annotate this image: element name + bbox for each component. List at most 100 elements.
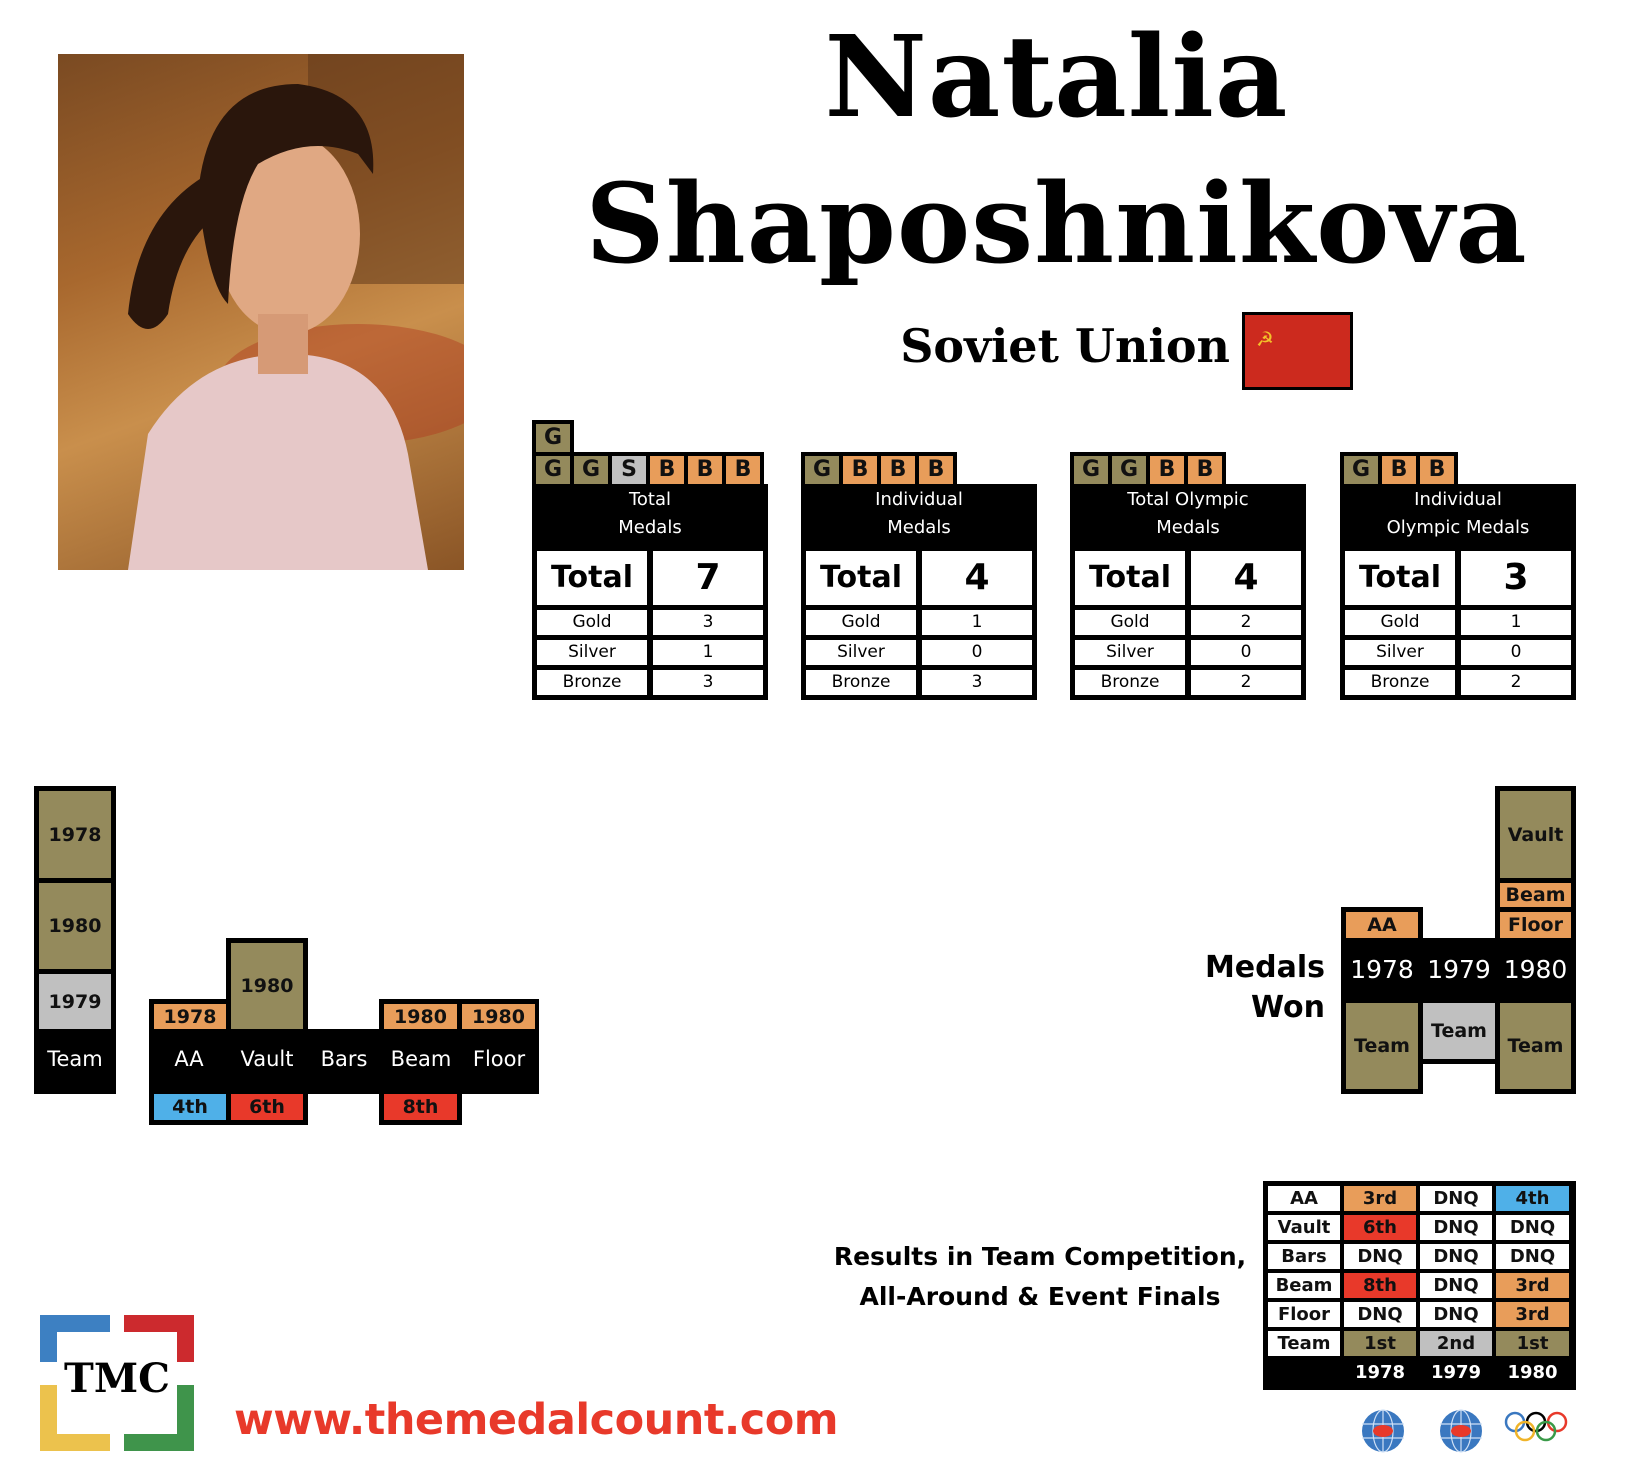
year-1980: 1980 [1503,955,1568,984]
results-cell: DNQ [1496,1244,1569,1269]
medal-tile: B [843,456,877,484]
results-event-label: Team [1268,1331,1340,1356]
medal-box: G G B B Total Olympic Medals Total 4 Gold 2 Silver… [1070,452,1306,700]
medal-box: G B B Individual Olympic Medals Total 3 Gold 1 Si… [1340,452,1576,700]
medal-count-value: 1 [653,640,763,665]
athlete-photo [58,54,464,570]
medal-count-value: 2 [1461,670,1571,695]
medal-type-label: Silver [806,640,916,665]
medal-box-title-line2: Medals [1156,517,1220,538]
medal-type-label: Bronze [806,670,916,695]
medal-type-label: Gold [806,610,916,635]
results-cell: DNQ [1420,1273,1492,1298]
medal-box-body: Total Medals Total 7 Gold 3 Silver 1 Bronze 3 [532,484,768,700]
results-cell: DNQ [1344,1244,1416,1269]
medal-count-row: Silver 0 [1075,640,1301,665]
floor-bronze-year: 1980 [462,1004,535,1029]
medal-box-body: Total Olympic Medals Total 4 Gold 2 Silver 0 Bro… [1070,484,1306,700]
medal-tile: G [805,456,839,484]
medal-tile: G [574,456,608,484]
medal-team-1978: Team [1346,1003,1418,1089]
results-cell: 1st [1344,1331,1416,1356]
medal-count-value: 0 [1191,640,1301,665]
total-value: 4 [1191,551,1301,605]
aa-place: 4th [154,1094,226,1120]
medal-count-row: Silver 1 [537,640,763,665]
medal-box: G B B B Individual Medals Total 4 Gold 1 Silver 0 Br… [801,452,1037,700]
medal-box-body: Individual Medals Total 4 Gold 1 Silver 0 Bronze… [801,484,1037,700]
aa-bronze-year: 1978 [154,1004,226,1029]
medal-box-title-line1: Individual [1414,489,1502,510]
medal-count-row: Bronze 2 [1345,670,1571,695]
results-table: AA 3rd DNQ 4th Vault 6th DNQ DNQ Bars DNQ DNQ DNQ Be… [1263,1181,1576,1390]
results-cell: DNQ [1420,1186,1492,1211]
medal-tile: G [1112,456,1146,484]
medal-count-value: 3 [653,670,763,695]
medal-count-row: Gold 3 [537,610,763,635]
year-1979: 1979 [1427,955,1491,984]
medal-tile: B [919,456,953,484]
medal-box-title-line1: Total Olympic [1127,489,1249,510]
medal-count-row: Bronze 3 [806,670,1032,695]
total-row: Total 7 [537,551,763,605]
results-cell: 2nd [1420,1331,1492,1356]
team-medal-gold: 1978 [39,791,111,878]
event-label-beam: Beam [390,1047,452,1071]
results-cell: 3rd [1344,1186,1416,1211]
medal-type-label: Bronze [1345,670,1455,695]
vault-gold-year: 1980 [231,943,303,1029]
medal-type-label: Gold [537,610,647,635]
medal-tile: B [688,456,722,484]
team-label: Team [47,1047,103,1071]
medal-type-label: Silver [1345,640,1455,665]
medal-beam-1980: Beam [1500,883,1571,907]
medal-tile: B [1188,456,1222,484]
medal-count-row: Gold 2 [1075,610,1301,635]
medal-type-label: Bronze [537,670,647,695]
results-cell: 3rd [1496,1273,1569,1298]
svg-text:☭: ☭ [1256,327,1274,351]
medal-tile: B [726,456,760,484]
results-cell: 8th [1344,1273,1416,1298]
results-cell: 4th [1496,1186,1569,1211]
results-event-label: Vault [1268,1215,1340,1240]
results-caption-line1: Results in Team Competition, [833,1242,1247,1271]
olympic-rings-icon [1503,1410,1569,1448]
medal-tile: B [1150,456,1184,484]
total-row: Total 4 [806,551,1032,605]
medal-box-title: Individual Olympic Medals [1345,484,1571,546]
medal-count-value: 1 [922,610,1032,635]
medal-count-value: 3 [653,610,763,635]
vault-place: 6th [231,1094,303,1120]
results-event-label: Bars [1268,1244,1340,1269]
soviet-flag-icon: ☭ [1242,312,1353,390]
total-value: 3 [1461,551,1571,605]
total-label: Total [537,551,647,605]
results-cell: 6th [1344,1215,1416,1240]
results-year: 1978 [1344,1360,1416,1385]
medal-floor-1980: Floor [1500,912,1571,938]
event-label-floor: Floor [472,1047,526,1071]
results-caption-line2: All-Around & Event Finals [859,1282,1221,1311]
medal-aa-1978: AA [1346,912,1418,938]
medal-type-label: Silver [537,640,647,665]
medal-vault-1980: Vault [1500,791,1571,878]
year-1978: 1978 [1350,955,1414,984]
results-cell: DNQ [1420,1215,1492,1240]
medal-box-title-line2: Medals [887,517,951,538]
medal-count-row: Bronze 2 [1075,670,1301,695]
beam-place: 8th [384,1094,457,1120]
medal-tile: G [1074,456,1108,484]
medal-type-label: Bronze [1075,670,1185,695]
fig-globe-icon [1438,1408,1484,1458]
medal-tile: B [1420,456,1454,484]
medal-box-title-line2: Medals [618,517,682,538]
website-link[interactable]: www.themedalcount.com [234,1395,839,1445]
country-name: Soviet Union [900,319,1230,373]
medal-count-value: 3 [922,670,1032,695]
results-cell: 1st [1496,1331,1569,1356]
results-cell: 3rd [1496,1302,1569,1327]
